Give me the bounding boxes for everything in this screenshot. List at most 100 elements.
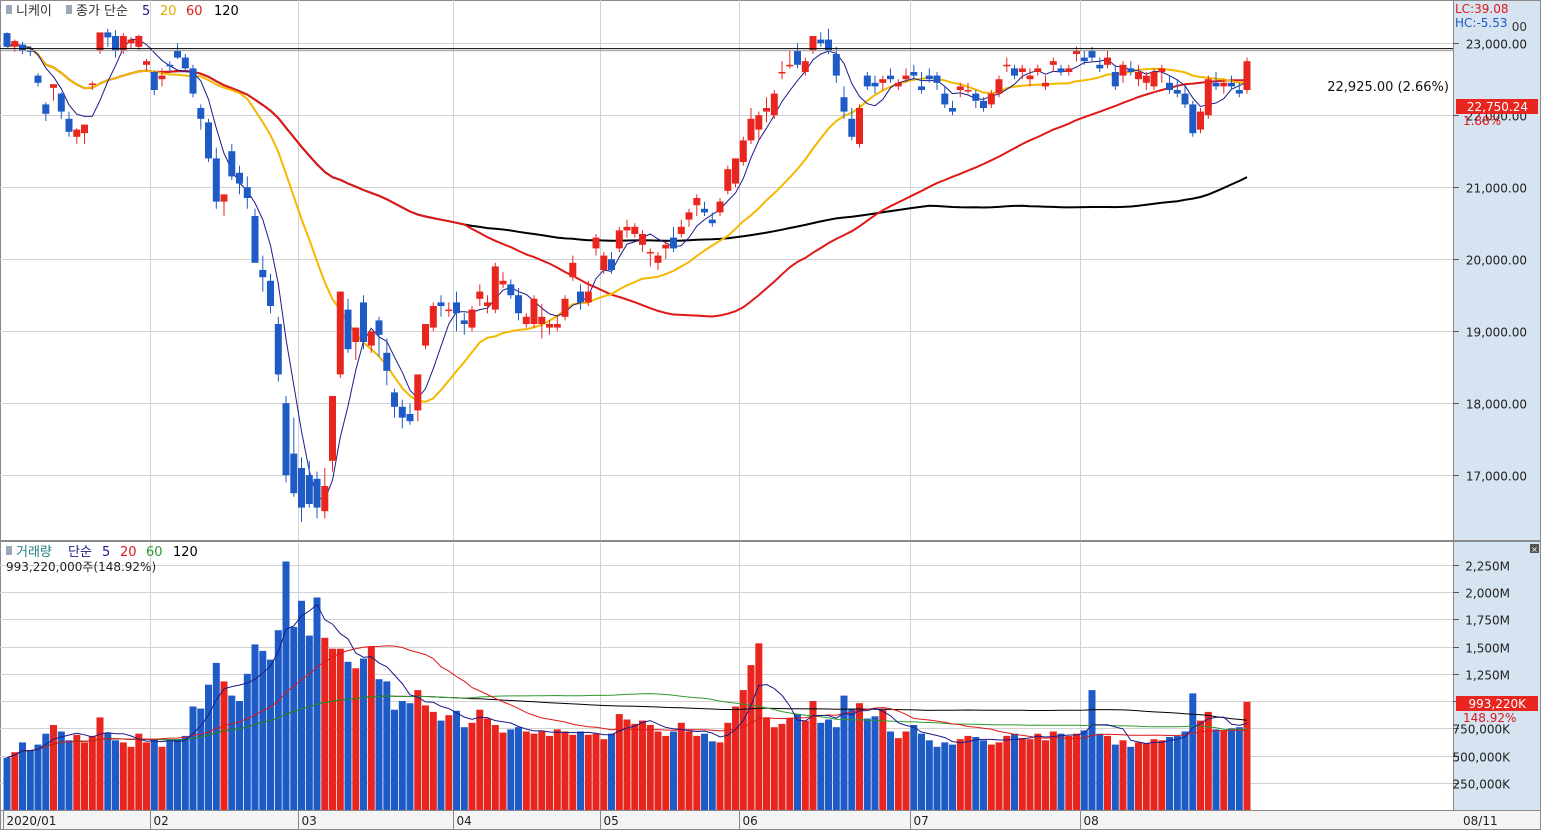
candle-body: [677, 226, 685, 234]
candle-body: [1096, 64, 1104, 69]
candle-body: [1235, 90, 1243, 94]
candle-body: [522, 316, 530, 324]
volume-bar: [825, 719, 832, 810]
candle-body: [701, 208, 708, 213]
candle-body: [1127, 68, 1135, 72]
x-axis-label: 04: [457, 814, 472, 828]
price-tick-label: 17,000.00: [1466, 470, 1527, 484]
volume-bar: [383, 681, 391, 810]
volume-bar: [321, 637, 329, 810]
candle-body: [708, 219, 716, 224]
candle-body: [445, 309, 453, 312]
volume-bar: [34, 744, 42, 810]
candle-body: [1018, 68, 1026, 72]
x-axis-end-label: 08/11: [1463, 814, 1498, 828]
price-tick-label: 21,000.00: [1466, 182, 1527, 196]
candle-body: [871, 82, 879, 87]
volume-ma20-line: [6, 645, 1248, 759]
volume-bar: [786, 718, 794, 810]
candle-body: [840, 97, 848, 112]
volume-bar: [499, 732, 507, 810]
lc-readout: LC:39.08: [1455, 2, 1508, 16]
candle-body: [778, 72, 786, 74]
candle-body: [1243, 61, 1251, 90]
candle-body: [414, 374, 422, 411]
volume-panel-close-button[interactable]: [1530, 544, 1539, 553]
candle-body: [26, 50, 34, 52]
price-legend-box[interactable]: [6, 5, 12, 14]
volume-tick-label: 2,250M: [1465, 560, 1510, 574]
candle-body: [941, 93, 949, 105]
price-tick-label: 23,000.00: [1466, 38, 1527, 52]
volume-ma-legend-label: 단순: [68, 545, 92, 560]
volume-bar: [220, 681, 228, 810]
candle-body: [476, 291, 484, 299]
candle-body: [794, 50, 801, 65]
volume-bar: [267, 659, 274, 810]
volume-legend-name: 거래량: [16, 545, 52, 560]
candle-body: [662, 244, 670, 249]
candle-body: [453, 302, 460, 314]
x-axis-label: 06: [743, 814, 758, 828]
candle-body: [670, 237, 677, 249]
volume-bar: [352, 668, 360, 810]
price-tick-label: 20,000.00: [1466, 254, 1527, 268]
volume-bar: [236, 701, 243, 810]
candle-body: [112, 36, 119, 51]
candle-body: [569, 262, 577, 278]
volume-bar: [1142, 743, 1150, 810]
volume-bar: [158, 746, 166, 810]
volume-bar: [305, 635, 313, 810]
candle-body: [1197, 111, 1204, 130]
candle-body: [724, 169, 732, 191]
volume-bar: [19, 742, 26, 810]
volume-bar: [894, 738, 902, 810]
volume-bar: [476, 709, 484, 810]
last-price-label: 22,750.24: [1467, 100, 1528, 114]
volume-ma5-line: [6, 603, 1248, 759]
volume-bar: [1088, 690, 1096, 810]
candle-body: [832, 54, 840, 76]
volume-bar: [739, 690, 747, 810]
candle-body: [623, 226, 631, 231]
volume-bar: [902, 731, 910, 810]
volume-legend-box[interactable]: [6, 546, 12, 555]
volume-bar: [646, 725, 654, 810]
candle-body: [1189, 104, 1197, 134]
volume-tick-label: 750,000K: [1453, 723, 1512, 737]
candle-body: [367, 331, 375, 346]
candle-body: [1080, 57, 1088, 62]
volume-bar: [879, 709, 887, 810]
price-tick-label: 18,000.00: [1466, 398, 1527, 412]
volume-bar: [1096, 733, 1104, 810]
volume-tick-label: 2,000M: [1465, 587, 1510, 601]
candle-body: [468, 309, 476, 328]
candle-body: [902, 75, 910, 80]
candle-body: [577, 291, 584, 303]
volume-tick-label: 1,500M: [1465, 642, 1510, 656]
vol-ma120-legend: 120: [173, 545, 198, 560]
volume-bar: [701, 733, 708, 810]
volume-bar: [770, 727, 778, 810]
ma-legend-box[interactable]: [66, 5, 72, 14]
volume-bar: [832, 727, 840, 810]
candle-body: [398, 406, 406, 418]
last-price-badge: [1456, 99, 1538, 114]
candle-body: [949, 108, 956, 112]
candle-body: [925, 75, 933, 80]
volume-bar: [1166, 737, 1173, 810]
volume-tick-label: 500,000K: [1453, 751, 1512, 765]
candle-body: [530, 298, 538, 324]
candle-body: [383, 352, 391, 371]
candle-body: [267, 280, 274, 306]
candle-body: [600, 255, 608, 270]
volume-bar: [1073, 733, 1080, 810]
volume-bar: [11, 752, 19, 810]
candle-body: [96, 32, 104, 51]
candle-body: [1228, 82, 1235, 87]
volume-bar: [150, 739, 158, 810]
candle-body: [918, 86, 925, 90]
candle-body: [809, 36, 817, 51]
volume-bar: [530, 733, 538, 810]
volume-bar: [569, 734, 577, 810]
